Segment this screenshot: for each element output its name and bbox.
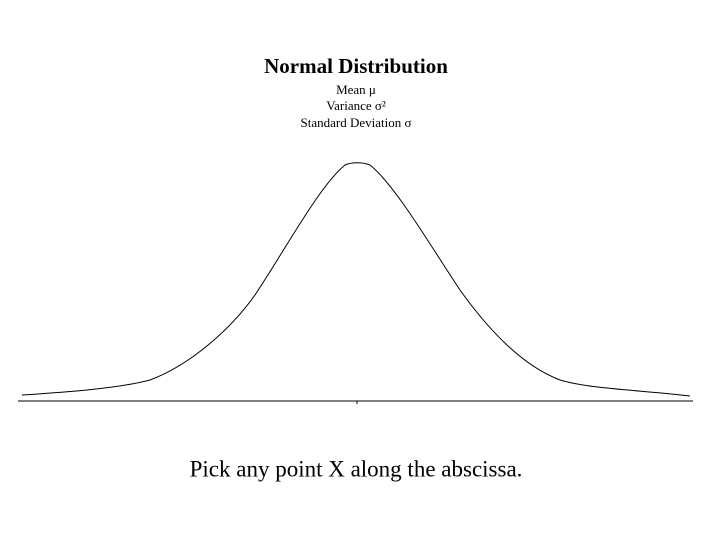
normal-curve [21,162,691,397]
subtitle-line: Mean μ [336,82,376,97]
subtitle-line: Standard Deviation σ [301,115,412,130]
subtitle-line: Variance σ² [326,98,386,113]
title: Normal Distribution [264,54,448,78]
caption: Pick any point X along the abscissa. [190,456,523,481]
